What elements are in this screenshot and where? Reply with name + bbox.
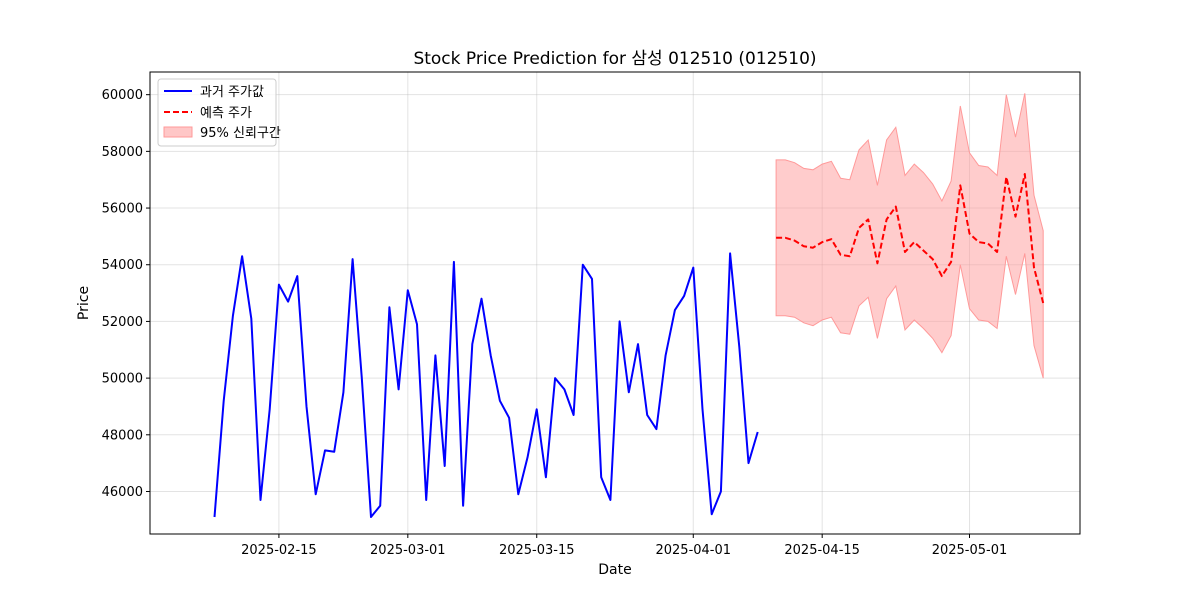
legend: 과거 주가값 예측 주가 95% 신뢰구간 bbox=[157, 78, 281, 147]
chart-title: Stock Price Prediction for 삼성 012510 (01… bbox=[413, 49, 816, 69]
y-tick-label: 56000 bbox=[102, 202, 143, 217]
x-tick-label: 2025-03-15 bbox=[499, 543, 575, 558]
y-tick-label: 60000 bbox=[102, 88, 143, 103]
historical-price-line bbox=[213, 252, 759, 518]
y-axis-label: Price bbox=[76, 286, 92, 320]
x-tick-label: 2025-03-01 bbox=[370, 543, 446, 558]
confidence-interval-band bbox=[775, 93, 1044, 379]
x-tick-label: 2025-05-01 bbox=[932, 543, 1008, 558]
y-tick-label: 58000 bbox=[102, 145, 143, 160]
legend-interval-swatch bbox=[163, 126, 193, 138]
x-tick-label: 2025-02-15 bbox=[241, 543, 317, 558]
x-axis-label: Date bbox=[598, 562, 631, 578]
y-tick-label: 46000 bbox=[102, 485, 143, 500]
legend-interval-label: 95% 신뢰구간 bbox=[200, 126, 281, 141]
series-layer bbox=[213, 173, 1045, 518]
x-tick-label: 2025-04-01 bbox=[655, 543, 731, 558]
y-tick-label: 50000 bbox=[102, 372, 143, 387]
plot-frame bbox=[149, 71, 1081, 535]
axis-ticks: 2025-02-15 2025-03-01 2025-03-15 2025-04-01… bbox=[102, 88, 1008, 558]
y-tick-label: 48000 bbox=[102, 428, 143, 443]
legend-forecast-label: 예측 주가 bbox=[200, 106, 252, 121]
forecast-price-line bbox=[776, 173, 1045, 304]
legend-historical-label: 과거 주가값 bbox=[200, 85, 264, 100]
y-tick-label: 54000 bbox=[102, 258, 143, 273]
y-tick-label: 52000 bbox=[102, 315, 143, 330]
confidence-band-layer bbox=[775, 93, 1044, 379]
x-tick-label: 2025-04-15 bbox=[784, 543, 860, 558]
